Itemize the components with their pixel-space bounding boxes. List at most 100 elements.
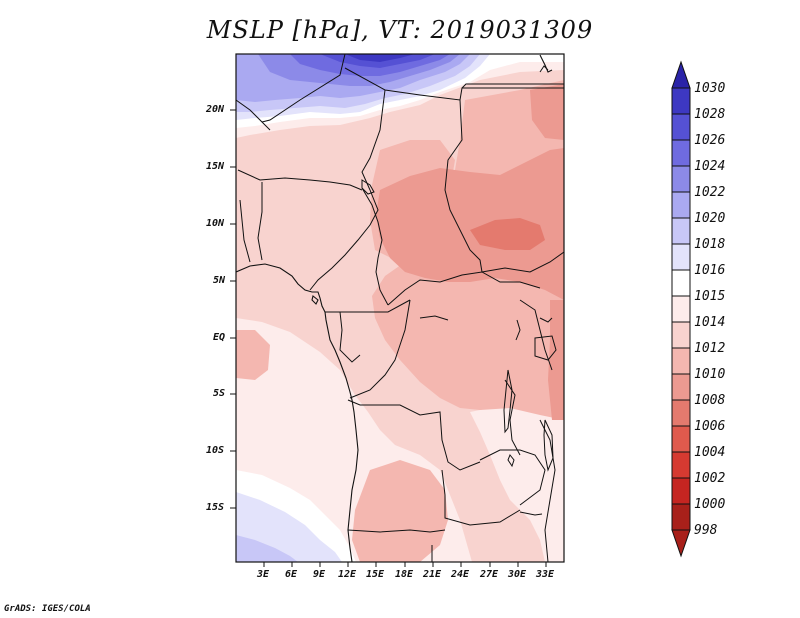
- lat-label-5n: 5N: [213, 275, 226, 286]
- colorbar-box-1015: [672, 270, 690, 296]
- border-gabon-congo: [339, 311, 361, 363]
- border-ghana-togo: [239, 199, 251, 263]
- border-mali-algeria: [236, 99, 271, 131]
- lon-label-21e: 21E: [423, 569, 442, 580]
- map-frame: [235, 53, 565, 563]
- colorbar-box-1006: [672, 400, 690, 426]
- colorbar-box-1014: [672, 296, 690, 322]
- colorbar: 1030 1028 1026 1024 1022 1020 1018 1016 …: [671, 60, 725, 558]
- lon-label-15e: 15E: [366, 569, 385, 580]
- lake-kyoga: [539, 317, 553, 323]
- colorbar-label-1006: 1006: [694, 419, 725, 434]
- border-angola-zambia: [441, 469, 521, 526]
- colorbar-label-1030: 1030: [694, 81, 725, 96]
- lat-label-10s: 10S: [206, 445, 225, 456]
- colorbar-box-1012: [672, 322, 690, 348]
- colorbar-box-1000: [672, 478, 690, 504]
- lat-label-10n: 10N: [206, 218, 225, 229]
- border-angola-namibia: [347, 529, 446, 533]
- colorbar-label-1018: 1018: [694, 237, 725, 252]
- pressure-field: [236, 54, 564, 562]
- colorbar-box-1026: [672, 114, 690, 140]
- border-libya-niger: [261, 54, 346, 123]
- colorbar-dividers: [672, 113, 690, 505]
- lon-label-3e: 3E: [257, 569, 270, 580]
- lake-malawi: [543, 419, 554, 472]
- colorbar-label-1002: 1002: [694, 471, 725, 486]
- colorbar-box-1022: [672, 166, 690, 192]
- colorbar-box-1028: [672, 88, 690, 114]
- lake-albert: [515, 319, 521, 341]
- lake-victoria: [534, 335, 557, 361]
- border-car-drc: [387, 271, 541, 306]
- colorbar-bottom-arrow: [671, 529, 691, 558]
- lat-label-20n: 20N: [206, 104, 225, 115]
- border-benin: [257, 182, 263, 261]
- lon-label-18e: 18E: [395, 569, 414, 580]
- colorbar-label-1010: 1010: [694, 367, 725, 382]
- colorbar-label-1022: 1022: [694, 185, 725, 200]
- colorbar-box-998-a: [672, 504, 690, 530]
- lat-label-5s: 5S: [213, 388, 226, 399]
- colorbar-label-1014: 1014: [694, 315, 725, 330]
- coastline-gulf-of-guinea: [236, 263, 359, 562]
- colorbar-label-1000: 1000: [694, 497, 725, 512]
- colorbar-label-1008: 1008: [694, 393, 725, 408]
- colorbar-label-1012: 1012: [694, 341, 725, 356]
- field-1010-west-coast: [236, 330, 270, 380]
- colorbar-box-1010: [672, 348, 690, 374]
- colorbar-label-1026: 1026: [694, 133, 725, 148]
- border-niger-chad: [361, 89, 386, 191]
- border-chad-sudan: [444, 99, 483, 273]
- colorbar-frame: [671, 87, 691, 531]
- border-cameroon-chad: [361, 187, 389, 306]
- lat-label-15n: 15N: [206, 161, 225, 172]
- field-1028-north: [345, 54, 415, 62]
- lon-label-6e: 6E: [285, 569, 298, 580]
- colorbar-label-1024: 1024: [694, 159, 725, 174]
- country-borders: [236, 54, 564, 562]
- coastline-bioko: [311, 295, 319, 305]
- lat-label-15s: 15S: [206, 502, 225, 513]
- colorbar-label-998: 998: [694, 523, 718, 538]
- lake-congo-bend: [419, 315, 449, 321]
- field-1008-central-african-rep: [376, 148, 564, 300]
- border-drc-angola: [347, 399, 481, 471]
- lat-label-eq: EQ: [213, 332, 226, 343]
- latitude-ticks: [230, 109, 236, 509]
- border-cameroon-gabon: [325, 299, 411, 313]
- field-1006-cell-sudan: [470, 218, 545, 250]
- field-1018-south-west: [236, 535, 298, 562]
- colorbar-label-1028: 1028: [694, 107, 725, 122]
- colorbar-box-1024: [672, 140, 690, 166]
- border-niger-nigeria: [237, 169, 363, 191]
- border-uganda-kenya: [519, 299, 553, 371]
- lake-chad: [361, 179, 375, 195]
- lake-mweru: [507, 454, 515, 468]
- colorbar-box-1008: [672, 374, 690, 400]
- lon-label-12e: 12E: [338, 569, 357, 580]
- colorbar-box-1016: [672, 244, 690, 270]
- border-sudan-south-sudan: [481, 251, 564, 273]
- border-nigeria-cameroon: [309, 189, 379, 291]
- colorbar-box-1018: [672, 218, 690, 244]
- colorbar-box-1004: [672, 426, 690, 452]
- field-1014-south-east: [470, 405, 564, 562]
- longitude-ticks: [263, 562, 547, 567]
- field-1010-south-central: [352, 460, 448, 562]
- border-mozambique: [539, 419, 556, 562]
- lon-label-9e: 9E: [313, 569, 326, 580]
- colorbar-label-1016: 1016: [694, 263, 725, 278]
- map-title: MSLP [hPa], VT: 2019031309: [206, 16, 594, 44]
- colorbar-top-arrow: [671, 60, 691, 89]
- colorbar-label-1004: 1004: [694, 445, 725, 460]
- colorbar-box-1020: [672, 192, 690, 218]
- border-congo-drc: [349, 299, 411, 399]
- field-1008-north-east: [530, 84, 564, 140]
- lake-kariba: [519, 511, 543, 516]
- field-1008-east-strip: [548, 300, 564, 420]
- lakes: [361, 65, 557, 516]
- border-zambia-east: [479, 449, 546, 506]
- lon-label-30e: 30E: [508, 569, 527, 580]
